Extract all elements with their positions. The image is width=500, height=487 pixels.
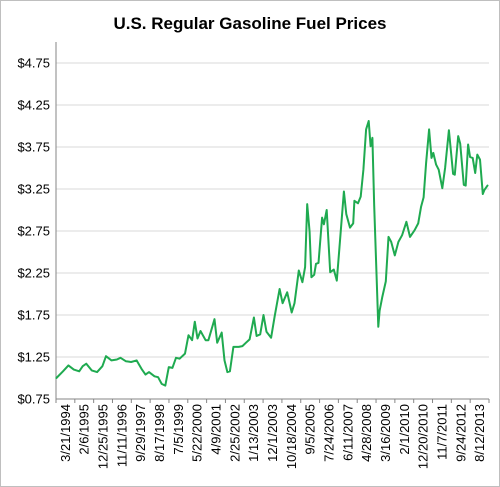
x-tick-label: 12/20/2010 — [416, 404, 431, 469]
x-tick-label: 4/9/2001 — [209, 404, 224, 455]
x-tick-label: 9/29/1997 — [133, 404, 148, 462]
x-tick-label: 2/6/1995 — [77, 404, 92, 455]
x-tick-label: 5/22/2000 — [190, 404, 205, 462]
x-tick-label: 8/17/1998 — [152, 404, 167, 462]
y-tick-label: $0.75 — [17, 392, 50, 407]
x-tick-label: 8/12/2013 — [472, 404, 487, 462]
x-tick-label: 11/7/2011 — [434, 404, 449, 460]
x-tick-label: 7/5/1999 — [171, 404, 186, 455]
y-tick-label: $3.25 — [17, 182, 50, 197]
x-tick-label: 4/28/2008 — [359, 404, 374, 462]
gridlines — [56, 62, 489, 358]
x-tick-label: 9/5/2005 — [303, 404, 318, 455]
x-tick-label: 1/13/2003 — [246, 404, 261, 462]
x-tick-label: 3/16/2009 — [378, 404, 393, 462]
x-tick-label: 12/25/1995 — [96, 404, 111, 469]
y-tick-label: $2.25 — [17, 266, 50, 281]
chart-title: U.S. Regular Gasoline Fuel Prices — [113, 14, 386, 33]
x-tick-label: 12/1/2003 — [265, 404, 280, 462]
x-tick-label: 11/11/1996 — [114, 404, 129, 467]
price-line — [55, 120, 489, 387]
x-tick-label: 9/24/2012 — [453, 404, 468, 462]
y-tick-label: $4.25 — [17, 98, 50, 113]
y-tick-label: $3.75 — [17, 140, 50, 155]
x-tick-label: 6/11/2007 — [340, 404, 355, 461]
y-tick-label: $1.25 — [17, 350, 50, 365]
y-tick-label: $1.75 — [17, 308, 50, 323]
y-tick-label: $2.75 — [17, 224, 50, 239]
y-tick-label: $4.75 — [17, 56, 50, 71]
x-tick-label: 7/24/2006 — [321, 404, 336, 462]
y-axis-tick-labels: $0.75 $1.25 $1.75 $2.25 $2.75 $3.25 $3.75 $4.25… — [17, 56, 50, 407]
price-series — [55, 120, 489, 387]
x-tick-label: 2/1/2010 — [397, 404, 412, 455]
x-tick-label: 10/18/2004 — [284, 404, 299, 469]
x-tick-label: 2/25/2002 — [227, 404, 242, 462]
x-tick-label: 3/21/1994 — [58, 404, 73, 462]
axes — [55, 42, 490, 403]
x-axis-tick-labels: 3/21/1994 2/6/1995 12/25/1995 11/11/1996 9/2… — [58, 404, 487, 469]
